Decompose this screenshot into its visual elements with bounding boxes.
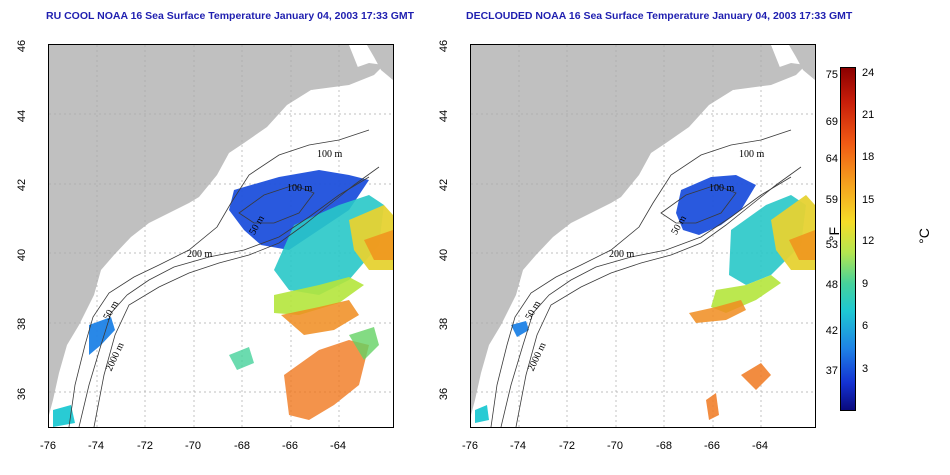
bathymetry-contours — [68, 129, 380, 427]
colorbar-fahrenheit-tick: 48 — [825, 279, 838, 291]
sst-orange-far-south — [706, 393, 719, 420]
y-tick-label: 44 — [16, 109, 28, 123]
contour-label-50m-shelf: 50 m — [524, 299, 544, 322]
sst-orange-south — [281, 300, 359, 335]
sst-blue-region — [676, 175, 756, 235]
land-mass — [471, 45, 781, 415]
land-mass — [49, 45, 359, 415]
right-map-panel: 100 m 100 m 50 m 200 m 50 m 2000 m -76 -… — [422, 40, 822, 452]
contour-georges — [660, 184, 737, 224]
x-tick-label: -70 — [185, 440, 201, 452]
newfoundland-land — [367, 45, 393, 80]
colorbar-fahrenheit-tick: 75 — [825, 69, 838, 81]
x-tick-label: -76 — [462, 440, 478, 452]
colorbar-fahrenheit-unit: °F — [826, 226, 843, 242]
x-tick-label: -68 — [234, 440, 250, 452]
colorbar-celsius-tick: 6 — [862, 320, 869, 332]
contour-200m — [515, 166, 802, 427]
sst-scattered-cyan — [229, 347, 254, 370]
x-tick-label: -66 — [704, 440, 720, 452]
y-tick-label: 38 — [16, 317, 28, 331]
newfoundland-land — [789, 45, 815, 80]
x-tick-label: -66 — [282, 440, 298, 452]
contour-label-2000m: 2000 m — [526, 341, 549, 373]
colorbar-celsius-tick: 24 — [862, 67, 875, 79]
y-tick-label: 36 — [438, 387, 450, 401]
contour-georges — [238, 184, 315, 224]
contour-50m — [490, 129, 792, 427]
contour-2000m — [500, 176, 792, 427]
x-tick-label: -70 — [607, 440, 623, 452]
left-map-title: RU COOL NOAA 16 Sea Surface Temperature … — [46, 10, 415, 22]
colorbar-fahrenheit-tick: 42 — [825, 325, 838, 337]
contour-label-100m-gulf: 100 m — [287, 183, 313, 194]
left-map-panel: 100 m 100 m 50 m 200 m 50 m 2000 m -76 -… — [0, 40, 400, 452]
x-tick-label: -64 — [752, 440, 768, 452]
x-tick-label: -72 — [559, 440, 575, 452]
contour-2000m — [78, 176, 370, 427]
contour-50m — [68, 129, 370, 427]
sst-orange-southeast — [741, 363, 771, 390]
x-tick-label: -68 — [656, 440, 672, 452]
sst-orange-region — [789, 230, 815, 260]
colorbar-fahrenheit-tick: 59 — [825, 194, 838, 206]
y-tick-label: 38 — [438, 317, 450, 331]
contour-label-200m: 200 m — [187, 249, 213, 260]
colorbar-celsius-tick: 3 — [862, 363, 869, 375]
left-map-svg: 100 m 100 m 50 m 200 m 50 m 2000 m — [49, 45, 393, 427]
contour-label-100m-north: 100 m — [317, 149, 343, 160]
sst-coastal-blue — [511, 321, 529, 337]
y-tick-label: 36 — [16, 387, 28, 401]
contour-label-50m-shelf: 50 m — [102, 299, 122, 322]
y-tick-label: 42 — [438, 178, 450, 192]
colorbar-fahrenheit-tick: 37 — [825, 365, 838, 377]
cape-breton-land — [733, 63, 806, 90]
colorbar-fahrenheit-tick: 53 — [825, 239, 838, 251]
sst-green-band — [274, 277, 364, 315]
contour-200m — [93, 166, 380, 427]
right-map-title: DECLOUDED NOAA 16 Sea Surface Temperatur… — [466, 10, 853, 22]
colorbar-celsius-tick: 18 — [862, 151, 875, 163]
sst-green-southeast — [349, 327, 379, 360]
y-tick-label: 40 — [438, 248, 450, 262]
colorbar-celsius-unit: °C — [915, 228, 932, 244]
right-map-frame: 100 m 100 m 50 m 200 m 50 m 2000 m — [470, 44, 816, 428]
x-tick-label: -74 — [88, 440, 104, 452]
y-tick-label: 42 — [16, 178, 28, 192]
y-tick-label: 46 — [438, 39, 450, 53]
sst-patches — [53, 170, 393, 427]
colorbar-fahrenheit-tick: 64 — [825, 153, 838, 165]
contour-label-200m: 200 m — [609, 249, 635, 260]
x-tick-label: -72 — [137, 440, 153, 452]
colorbar-celsius-tick: 21 — [862, 109, 875, 121]
sst-patches — [475, 175, 815, 423]
contour-label-100m-gulf: 100 m — [709, 183, 735, 194]
colorbar-celsius-tick: 12 — [862, 235, 875, 247]
y-tick-label: 40 — [16, 248, 28, 262]
contour-label-2000m: 2000 m — [104, 341, 127, 373]
sst-orange-region — [364, 230, 393, 260]
temperature-colorbar — [840, 67, 856, 411]
colorbar-fahrenheit-tick: 69 — [825, 116, 838, 128]
x-tick-label: -64 — [330, 440, 346, 452]
right-map-svg: 100 m 100 m 50 m 200 m 50 m 2000 m — [471, 45, 815, 427]
x-tick-label: -76 — [40, 440, 56, 452]
colorbar-celsius-tick: 9 — [862, 278, 869, 290]
sst-coastal-blue — [89, 317, 115, 355]
x-tick-label: -74 — [510, 440, 526, 452]
sst-blue-region — [229, 170, 369, 250]
cape-breton-land — [311, 63, 384, 90]
bathymetry-contours — [490, 129, 802, 427]
colorbar-celsius-tick: 15 — [862, 194, 875, 206]
left-map-frame: 100 m 100 m 50 m 200 m 50 m 2000 m — [48, 44, 394, 428]
sst-orange-south — [689, 300, 746, 323]
y-tick-label: 46 — [16, 39, 28, 53]
sst-orange-southeast — [284, 340, 369, 420]
y-tick-label: 44 — [438, 109, 450, 123]
contour-label-100m-north: 100 m — [739, 149, 765, 160]
sst-coastal-cyan — [475, 405, 489, 423]
